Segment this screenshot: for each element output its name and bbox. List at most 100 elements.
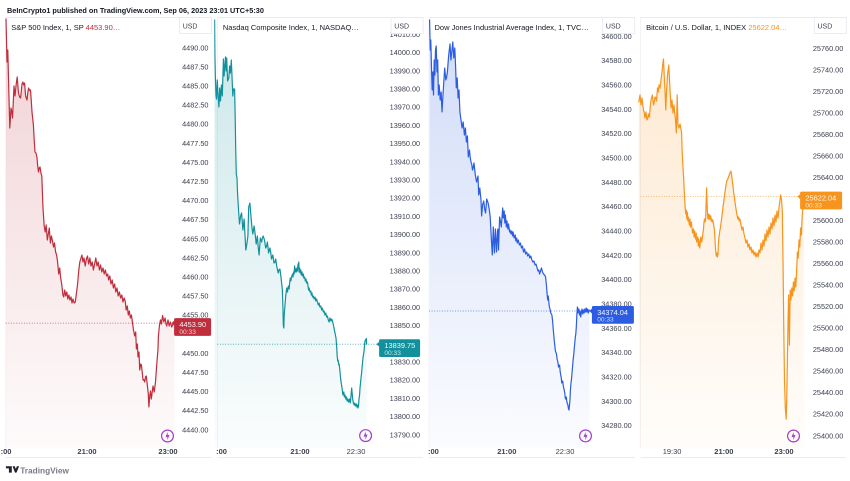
svg-text:34540.00: 34540.00 [601,105,631,114]
svg-text:34520.00: 34520.00 [601,129,631,138]
svg-text:34460.00: 34460.00 [601,202,631,211]
svg-text:19:30: 19:30 [663,447,682,456]
svg-text:13850.00: 13850.00 [390,321,420,330]
svg-text:4455.00: 4455.00 [182,311,208,320]
svg-text:34300.00: 34300.00 [601,397,631,406]
svg-text:14000.00: 14000.00 [390,48,420,57]
svg-text:25600.00: 25600.00 [813,216,843,225]
svg-text:13860.00: 13860.00 [390,303,420,312]
svg-text:34400.00: 34400.00 [601,275,631,284]
svg-text:34320.00: 34320.00 [601,372,631,381]
svg-text:4465.00: 4465.00 [182,234,208,243]
svg-text:34440.00: 34440.00 [601,226,631,235]
svg-text:25540.00: 25540.00 [813,281,843,290]
svg-text:34500.00: 34500.00 [601,153,631,162]
svg-text:25660.00: 25660.00 [813,152,843,161]
svg-text:25760.00: 25760.00 [813,44,843,53]
svg-text::00: :00 [216,447,227,456]
svg-text:34600.00: 34600.00 [601,32,631,41]
svg-text:4485.00: 4485.00 [182,82,208,91]
svg-text:25440.00: 25440.00 [813,388,843,397]
svg-text:34380.00: 34380.00 [601,299,631,308]
svg-text:4467.50: 4467.50 [182,215,208,224]
svg-text:4447.50: 4447.50 [182,368,208,377]
svg-text:23:00: 23:00 [774,447,793,456]
svg-text:25400.00: 25400.00 [813,431,843,440]
svg-text:25640.00: 25640.00 [813,173,843,182]
svg-text:USD: USD [394,23,409,30]
svg-text:Dow Jones Industrial Average I: Dow Jones Industrial Average Index, 1, T… [435,23,589,32]
svg-text:Bitcoin / U.S. Dollar, 1, INDE: Bitcoin / U.S. Dollar, 1, INDEX 25622.04… [646,23,787,32]
svg-text:25720.00: 25720.00 [813,87,843,96]
svg-text:S&P 500 Index, 1, SP 4453.90…: S&P 500 Index, 1, SP 4453.90… [11,23,120,32]
svg-text:21:00: 21:00 [497,447,516,456]
svg-text:21:00: 21:00 [77,447,96,456]
svg-text:13940.00: 13940.00 [390,157,420,166]
svg-text:13810.00: 13810.00 [390,394,420,403]
svg-text:4480.00: 4480.00 [182,120,208,129]
svg-text:00:33: 00:33 [179,329,196,336]
svg-text:13890.00: 13890.00 [390,248,420,257]
svg-text:4457.50: 4457.50 [182,292,208,301]
svg-text:4487.50: 4487.50 [182,62,208,71]
svg-text:4453.90: 4453.90 [179,320,206,329]
svg-text:4470.00: 4470.00 [182,196,208,205]
svg-text:13900.00: 13900.00 [390,230,420,239]
svg-text:TradingView: TradingView [20,465,69,475]
svg-text:14010.00: 14010.00 [390,30,420,39]
svg-text:00:33: 00:33 [597,317,614,324]
svg-text:13960.00: 13960.00 [390,121,420,130]
svg-text:34580.00: 34580.00 [601,56,631,65]
svg-text:USD: USD [818,23,833,30]
svg-text:23:00: 23:00 [158,447,177,456]
svg-text:13839.75: 13839.75 [384,341,415,350]
svg-text:34560.00: 34560.00 [601,81,631,90]
svg-text:34480.00: 34480.00 [601,178,631,187]
svg-text:USD: USD [183,23,198,30]
svg-text:13950.00: 13950.00 [390,139,420,148]
svg-text:4460.00: 4460.00 [182,273,208,282]
svg-text:13970.00: 13970.00 [390,103,420,112]
svg-text:25740.00: 25740.00 [813,65,843,74]
svg-text:25622.04: 25622.04 [805,194,836,203]
svg-text:34340.00: 34340.00 [601,348,631,357]
svg-text:21:00: 21:00 [714,447,733,456]
svg-text:13800.00: 13800.00 [390,412,420,421]
svg-text:Nasdaq Composite Index, 1, NAS: Nasdaq Composite Index, 1, NASDAQ… [223,23,359,32]
svg-text:4475.00: 4475.00 [182,158,208,167]
svg-text:4490.00: 4490.00 [182,43,208,52]
svg-text:25500.00: 25500.00 [813,324,843,333]
svg-text:25420.00: 25420.00 [813,410,843,419]
svg-text:25560.00: 25560.00 [813,259,843,268]
svg-text::00: :00 [1,447,12,456]
svg-text:25680.00: 25680.00 [813,130,843,139]
svg-text:4445.00: 4445.00 [182,387,208,396]
svg-text::00: :00 [428,447,439,456]
svg-text:USD: USD [606,23,621,30]
svg-text:4442.50: 4442.50 [182,406,208,415]
svg-text:4472.50: 4472.50 [182,177,208,186]
svg-text:25700.00: 25700.00 [813,109,843,118]
svg-text:21:00: 21:00 [290,447,309,456]
svg-text:13990.00: 13990.00 [390,66,420,75]
svg-text:13870.00: 13870.00 [390,285,420,294]
svg-text:13820.00: 13820.00 [390,376,420,385]
svg-text:13930.00: 13930.00 [390,176,420,185]
svg-text:25580.00: 25580.00 [813,238,843,247]
svg-text:25520.00: 25520.00 [813,302,843,311]
svg-text:34280.00: 34280.00 [601,421,631,430]
svg-text:4462.50: 4462.50 [182,253,208,262]
svg-text:00:33: 00:33 [384,350,401,357]
svg-text:22:30: 22:30 [347,447,366,456]
svg-text:13830.00: 13830.00 [390,358,420,367]
svg-text:00:33: 00:33 [805,202,822,209]
svg-text:13880.00: 13880.00 [390,267,420,276]
svg-text:4477.50: 4477.50 [182,139,208,148]
svg-text:34374.04: 34374.04 [597,308,628,317]
svg-text:4440.00: 4440.00 [182,425,208,434]
svg-text:25460.00: 25460.00 [813,367,843,376]
svg-text:4450.00: 4450.00 [182,349,208,358]
svg-text:BeInCrypto1 published on Tradi: BeInCrypto1 published on TradingView.com… [7,6,264,15]
svg-text:13790.00: 13790.00 [390,430,420,439]
svg-text:13980.00: 13980.00 [390,85,420,94]
